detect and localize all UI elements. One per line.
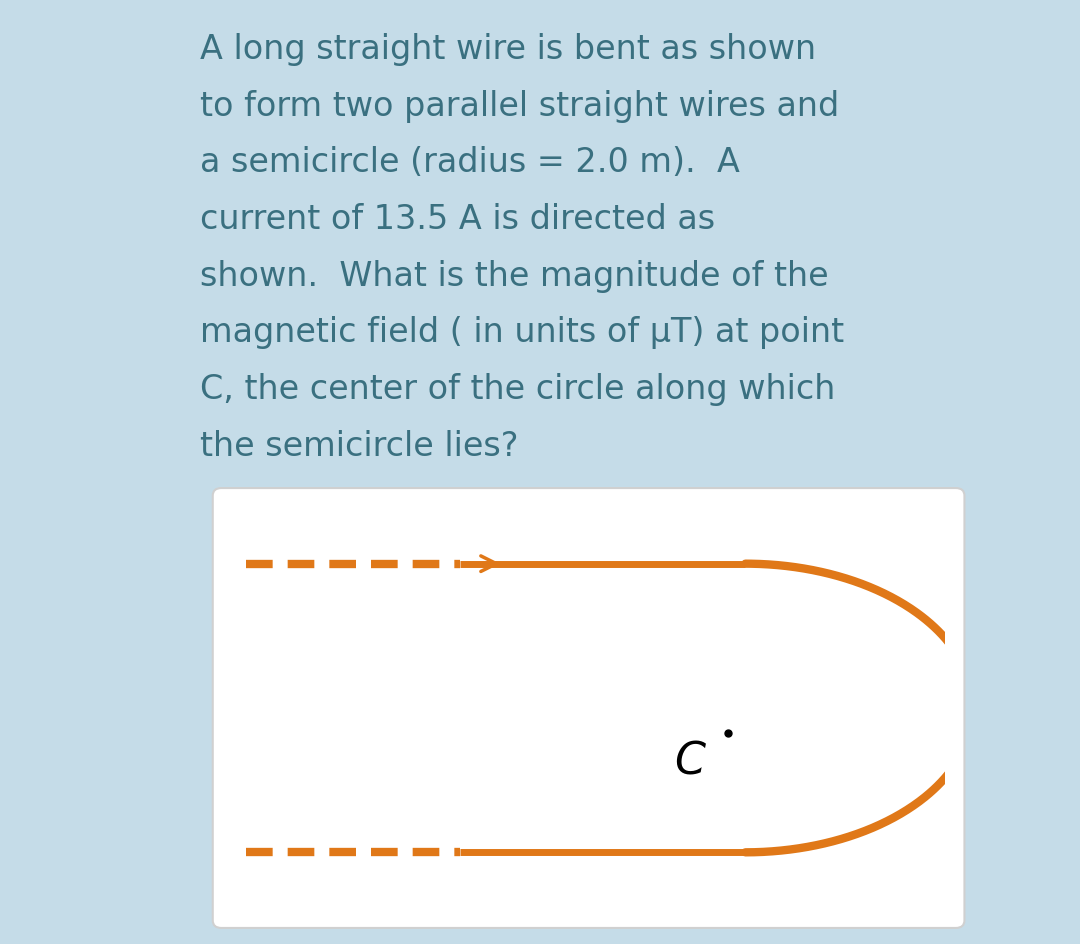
Text: A long straight wire is bent as shown: A long straight wire is bent as shown: [200, 33, 815, 66]
FancyBboxPatch shape: [213, 488, 964, 928]
Text: the semicircle lies?: the semicircle lies?: [200, 430, 518, 463]
Text: current of 13.5 A is directed as: current of 13.5 A is directed as: [200, 203, 715, 236]
Text: C, the center of the circle along which: C, the center of the circle along which: [200, 373, 835, 406]
Text: shown.  What is the magnitude of the: shown. What is the magnitude of the: [200, 260, 828, 293]
Text: magnetic field ( in units of μT) at point: magnetic field ( in units of μT) at poin…: [200, 316, 843, 349]
Text: C: C: [674, 741, 705, 784]
Text: a semicircle (radius = 2.0 m).  A: a semicircle (radius = 2.0 m). A: [200, 146, 740, 179]
Text: to form two parallel straight wires and: to form two parallel straight wires and: [200, 90, 839, 123]
